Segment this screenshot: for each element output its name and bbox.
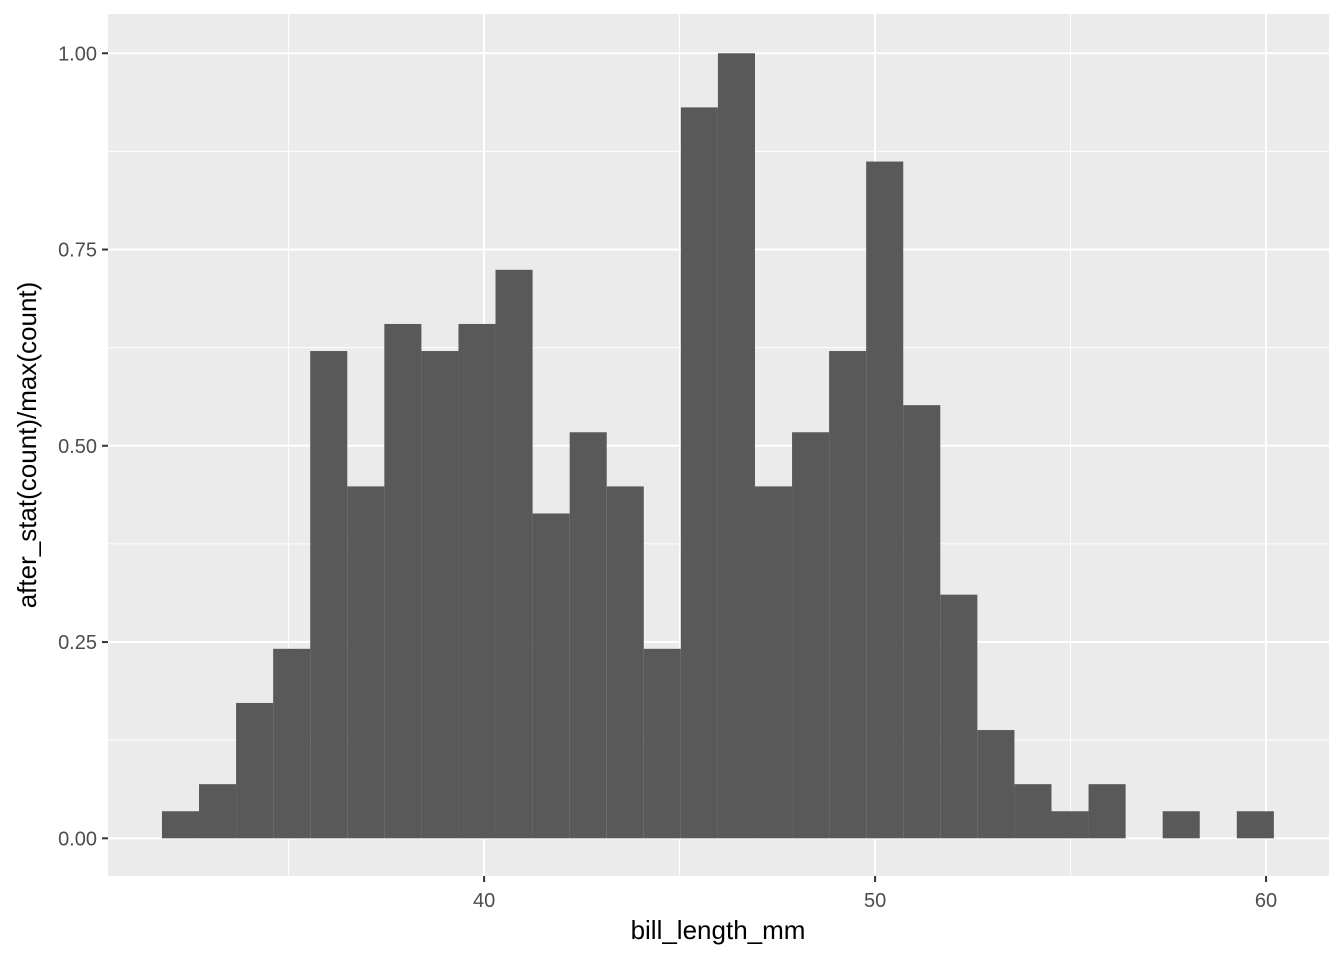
histogram-bar bbox=[532, 513, 570, 839]
histogram-bar bbox=[199, 784, 237, 839]
histogram-bar bbox=[161, 811, 200, 839]
x-tick-label: 50 bbox=[864, 890, 886, 912]
y-tick-label: 0.25 bbox=[58, 632, 97, 654]
histogram-bar bbox=[1236, 811, 1274, 839]
histogram-bar bbox=[458, 323, 496, 839]
histogram-bar bbox=[1051, 811, 1089, 839]
y-tick-label: 1.00 bbox=[58, 43, 97, 65]
histogram-bar bbox=[977, 730, 1015, 839]
y-tick-label: 0.50 bbox=[58, 436, 97, 458]
histogram-bar bbox=[792, 432, 830, 839]
x-tick-label: 60 bbox=[1255, 890, 1277, 912]
histogram-bar bbox=[717, 53, 755, 839]
axes: 40 50 60 0.00 0.25 0.50 0.75 1.00 bbox=[58, 43, 1277, 912]
bars bbox=[161, 53, 1274, 839]
histogram-bar bbox=[754, 486, 793, 839]
histogram-bar bbox=[236, 702, 274, 839]
histogram-bar bbox=[347, 486, 385, 839]
histogram-bar bbox=[903, 405, 941, 839]
histogram-bar bbox=[421, 351, 459, 839]
y-tick-label: 0.00 bbox=[58, 828, 97, 850]
histogram-bar bbox=[829, 351, 867, 839]
histogram-bar bbox=[1162, 811, 1200, 839]
histogram-bar bbox=[643, 648, 681, 839]
histogram-bar bbox=[680, 107, 718, 839]
x-axis-label: bill_length_mm bbox=[631, 915, 806, 945]
x-tick-label: 40 bbox=[473, 890, 495, 912]
histogram-bar bbox=[273, 648, 311, 839]
y-tick-label: 0.75 bbox=[58, 240, 97, 262]
histogram-bar bbox=[310, 351, 348, 839]
histogram-bar bbox=[866, 161, 904, 839]
histogram-bar bbox=[495, 269, 533, 839]
y-axis-label: after_stat(count)/max(count) bbox=[12, 282, 42, 609]
histogram-bar bbox=[569, 432, 607, 839]
histogram-bar bbox=[606, 486, 644, 839]
histogram-bar bbox=[1014, 784, 1052, 839]
histogram-bar bbox=[384, 323, 422, 839]
histogram-bar bbox=[1088, 784, 1126, 839]
histogram-bar bbox=[940, 594, 978, 839]
